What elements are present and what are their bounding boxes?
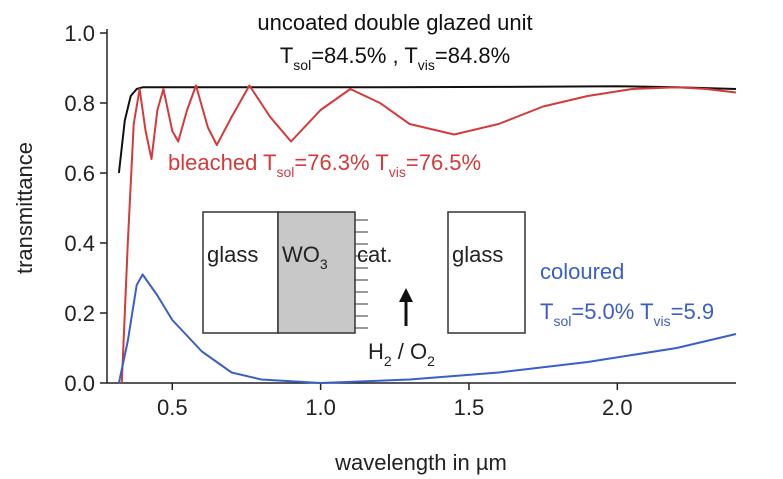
- wo3-layer: [278, 212, 355, 333]
- subscript: 3: [320, 256, 328, 272]
- subscript: vis: [654, 313, 671, 329]
- annotation-text: =5.9: [671, 299, 714, 324]
- annotation-text: =76.3% T: [294, 150, 388, 175]
- annotation: H2 / O2: [368, 339, 435, 369]
- annotation-text: T: [280, 43, 293, 68]
- y-tick-label: 0.8: [64, 91, 95, 116]
- arrow-head: [399, 288, 413, 302]
- annotation: uncoated double glazed unit: [257, 10, 532, 35]
- subscript: vis: [418, 57, 435, 73]
- annotation-text: glass: [207, 242, 258, 267]
- catalyst-layer: [355, 212, 368, 333]
- annotation-text: =84.8%: [435, 43, 510, 68]
- annotation-text: coloured: [540, 259, 624, 284]
- subscript: 2: [427, 353, 435, 369]
- annotation-text: T: [540, 299, 553, 324]
- annotation-text: H: [368, 339, 384, 364]
- x-axis-label: wavelength in µm: [334, 450, 507, 475]
- y-tick-label: 1.0: [64, 21, 95, 46]
- glass-pane: [448, 212, 525, 333]
- glass-pane: [203, 212, 278, 333]
- y-tick-label: 0.4: [64, 231, 95, 256]
- annotation-text: =5.0% T: [571, 299, 653, 324]
- subscript: vis: [389, 164, 406, 180]
- annotation: cat.: [357, 242, 392, 267]
- annotation-text: =76.5%: [406, 150, 481, 175]
- annotation: Tsol=5.0% Tvis=5.9: [540, 299, 714, 329]
- x-tick-label: 0.5: [157, 395, 188, 420]
- subscript: sol: [293, 57, 311, 73]
- subscript: sol: [276, 164, 294, 180]
- x-tick-label: 1.0: [305, 395, 336, 420]
- annotation-text: =84.5% , T: [311, 43, 418, 68]
- chart: transmittance wavelength in µm 0.0 0.2 0.4…: [0, 0, 783, 479]
- x-tick-label: 1.5: [454, 395, 485, 420]
- annotation-text: / O: [392, 339, 427, 364]
- annotation: glass: [207, 242, 258, 267]
- annotation-text: cat.: [357, 242, 392, 267]
- subscript: 2: [384, 353, 392, 369]
- annotation-text: bleached T: [168, 150, 276, 175]
- annotation: glass: [452, 242, 503, 267]
- subscript: sol: [553, 313, 571, 329]
- annotation: Tsol=84.5% , Tvis=84.8%: [280, 43, 510, 73]
- annotation: coloured: [540, 259, 624, 284]
- annotation-text: glass: [452, 242, 503, 267]
- y-tick-label: 0.6: [64, 161, 95, 186]
- x-tick-label: 2.0: [602, 395, 633, 420]
- y-axis-label: transmittance: [12, 142, 37, 274]
- y-tick-label: 0.0: [64, 371, 95, 396]
- annotation: bleached Tsol=76.3% Tvis=76.5%: [168, 150, 481, 180]
- annotation-text: WO: [282, 242, 320, 267]
- y-tick-label: 0.2: [64, 301, 95, 326]
- annotation-text: uncoated double glazed unit: [257, 10, 532, 35]
